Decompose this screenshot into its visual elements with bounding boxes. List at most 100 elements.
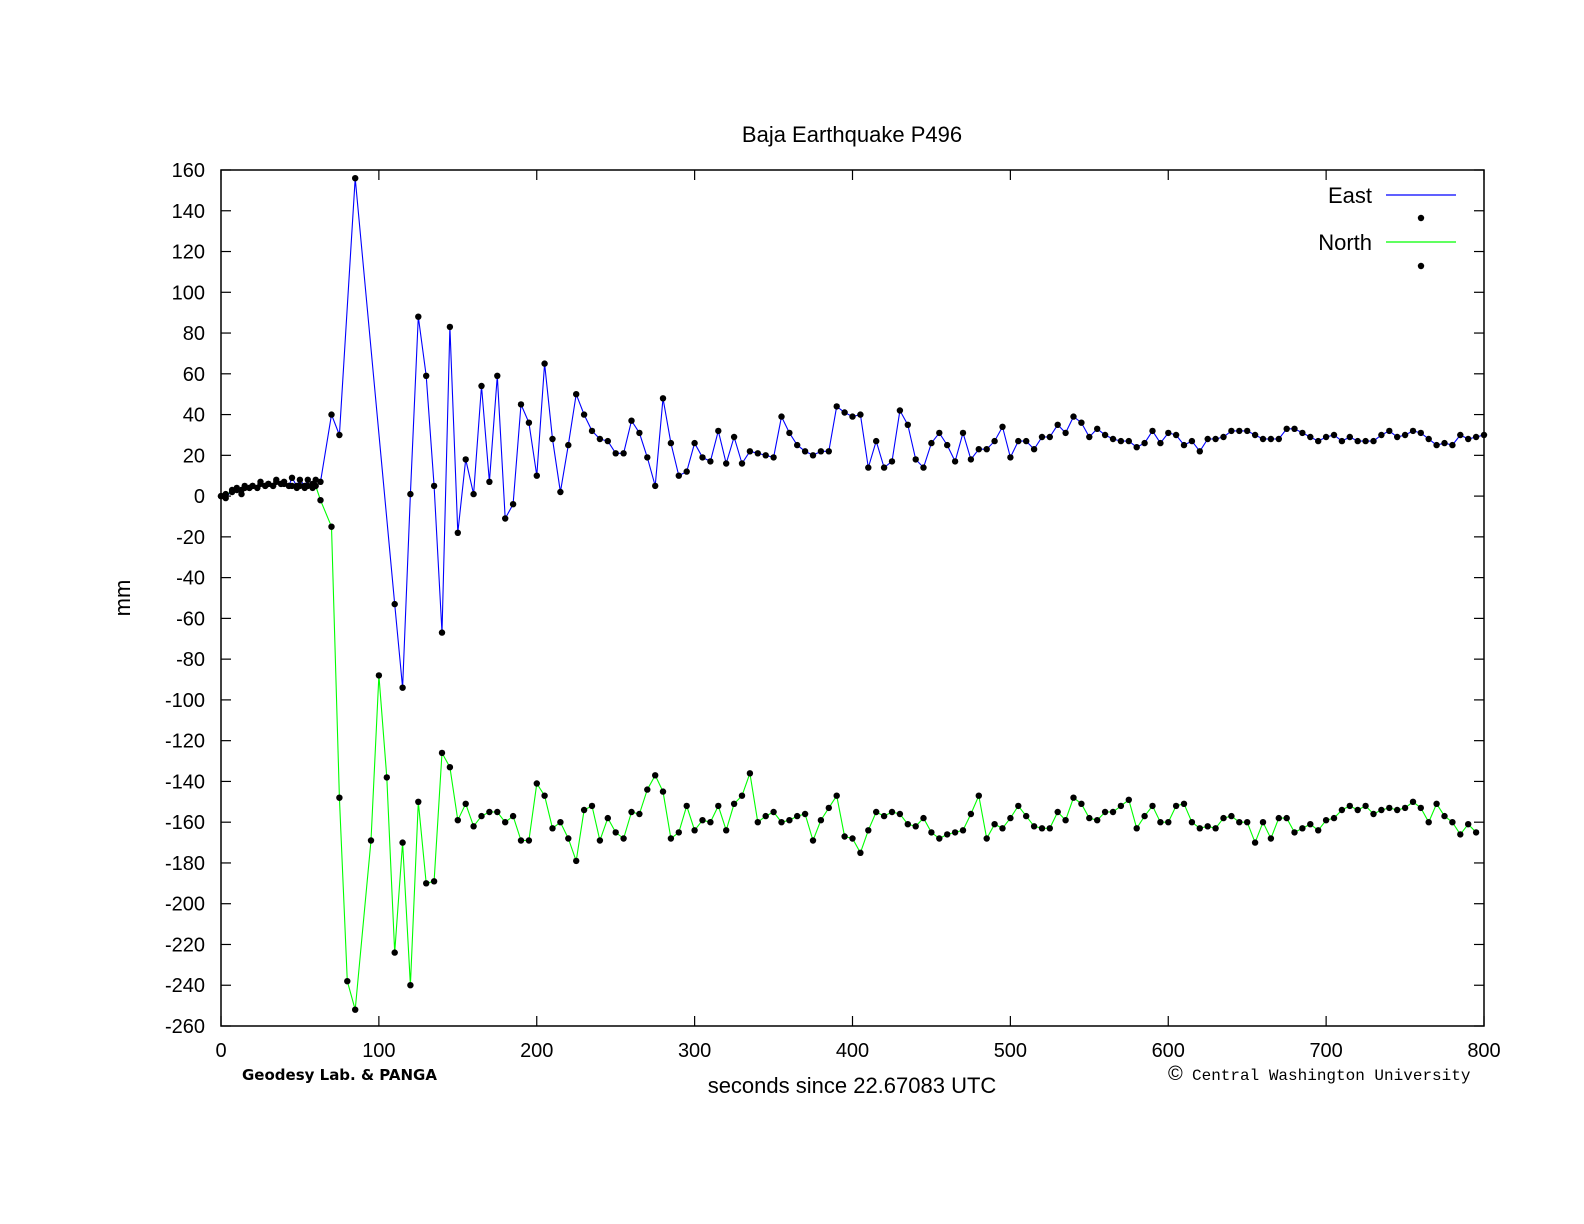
data-point-north bbox=[1022, 812, 1030, 820]
copyright-symbol: © bbox=[1168, 1063, 1183, 1085]
data-point-north bbox=[1394, 806, 1401, 814]
data-point-east bbox=[628, 417, 635, 424]
data-point-east bbox=[975, 446, 982, 453]
data-point-north bbox=[1125, 796, 1133, 803]
data-point-east bbox=[707, 458, 714, 465]
data-point-east bbox=[778, 413, 785, 420]
data-point-north bbox=[1204, 823, 1211, 830]
y-tick-label: 0 bbox=[194, 486, 205, 508]
data-point-north bbox=[1078, 800, 1085, 807]
data-point-east bbox=[557, 488, 564, 496]
data-point-east bbox=[304, 476, 311, 483]
data-point-north bbox=[565, 835, 572, 842]
y-tick-label: -180 bbox=[165, 853, 205, 875]
data-point-north bbox=[1378, 806, 1385, 814]
data-point-east bbox=[715, 427, 722, 435]
data-point-east bbox=[1433, 441, 1440, 449]
data-point-east bbox=[699, 454, 706, 461]
data-point-east bbox=[423, 372, 430, 379]
series-line-north bbox=[220, 481, 1477, 1010]
data-point-east bbox=[317, 478, 324, 485]
data-point-east bbox=[1094, 425, 1101, 432]
data-point-east bbox=[888, 458, 896, 465]
data-point-north bbox=[1251, 839, 1259, 846]
y-axis-ticks: 160 140 120 100 80 60 40 20 0 -20 -40 -60 -80 -100 -12… bbox=[165, 160, 1484, 1038]
series-layer bbox=[217, 175, 1488, 1013]
y-tick-label: -20 bbox=[176, 527, 205, 549]
data-point-east bbox=[1157, 439, 1164, 447]
data-point-north bbox=[415, 798, 422, 805]
data-point-north bbox=[391, 949, 398, 956]
legend-label-north: North bbox=[1318, 230, 1372, 255]
data-point-north bbox=[1030, 823, 1038, 830]
data-point-east bbox=[1236, 427, 1243, 435]
data-point-east bbox=[1172, 431, 1180, 439]
y-tick-label: 60 bbox=[183, 364, 205, 386]
data-point-east bbox=[1141, 439, 1148, 447]
data-point-east bbox=[1338, 437, 1346, 445]
x-tick-label: 0 bbox=[215, 1040, 226, 1062]
data-point-north bbox=[399, 839, 406, 846]
data-point-east bbox=[620, 450, 627, 457]
data-point-north bbox=[833, 792, 840, 799]
data-point-east bbox=[801, 448, 809, 455]
data-point-north bbox=[462, 800, 469, 807]
data-point-east bbox=[438, 629, 446, 636]
data-point-east bbox=[336, 431, 343, 439]
data-point-east bbox=[912, 456, 919, 463]
data-point-north bbox=[344, 978, 351, 985]
data-point-east bbox=[588, 427, 596, 435]
data-point-east bbox=[1457, 431, 1464, 439]
data-point-north bbox=[857, 849, 864, 856]
data-point-east bbox=[391, 600, 398, 608]
data-point-north bbox=[296, 482, 304, 490]
y-tick-label: -140 bbox=[165, 771, 205, 793]
data-point-north bbox=[944, 831, 951, 838]
y-tick-label: -80 bbox=[176, 649, 205, 671]
data-point-east bbox=[1330, 431, 1338, 439]
data-point-north bbox=[888, 808, 896, 816]
data-point-north bbox=[478, 812, 485, 820]
data-point-east bbox=[1354, 437, 1361, 445]
data-point-north bbox=[367, 837, 375, 844]
data-point-east bbox=[494, 372, 501, 379]
data-point-east bbox=[746, 448, 754, 455]
data-point-east bbox=[1283, 425, 1290, 432]
data-point-north bbox=[951, 829, 959, 836]
data-point-north bbox=[454, 817, 461, 824]
data-point-north bbox=[470, 823, 477, 830]
data-point-north bbox=[738, 792, 746, 799]
data-point-east bbox=[1086, 433, 1093, 441]
data-point-north bbox=[865, 827, 872, 834]
legend: East North bbox=[1318, 183, 1456, 270]
x-axis-label: seconds since 22.67083 UTC bbox=[708, 1073, 997, 1098]
data-point-north bbox=[407, 982, 414, 989]
data-point-north bbox=[1094, 817, 1101, 824]
data-point-north bbox=[383, 774, 390, 781]
data-point-north bbox=[707, 819, 714, 826]
data-point-east bbox=[1370, 437, 1377, 445]
data-point-east bbox=[573, 391, 580, 398]
y-tick-label: -200 bbox=[165, 894, 205, 916]
data-point-north bbox=[328, 523, 335, 530]
data-point-north bbox=[1417, 804, 1425, 812]
data-point-north bbox=[723, 827, 730, 834]
data-point-east bbox=[596, 435, 604, 443]
data-point-north bbox=[762, 812, 769, 820]
data-point-east bbox=[525, 419, 533, 426]
data-point-north bbox=[936, 835, 943, 842]
data-point-north bbox=[533, 780, 540, 787]
data-point-north bbox=[1457, 831, 1464, 838]
data-point-east bbox=[1378, 431, 1385, 439]
y-tick-label: 120 bbox=[172, 242, 205, 264]
data-point-north bbox=[1465, 821, 1472, 828]
data-point-north bbox=[1346, 802, 1354, 810]
data-point-north bbox=[509, 812, 517, 820]
data-point-north bbox=[233, 486, 240, 494]
data-point-east bbox=[312, 476, 319, 483]
data-point-east bbox=[1220, 433, 1227, 441]
data-point-east bbox=[1149, 427, 1156, 435]
data-point-east bbox=[1394, 433, 1401, 441]
x-axis-ticks: 0 100 200 300 400 500 600 700 800 bbox=[215, 170, 1501, 1062]
data-point-north bbox=[588, 802, 596, 810]
